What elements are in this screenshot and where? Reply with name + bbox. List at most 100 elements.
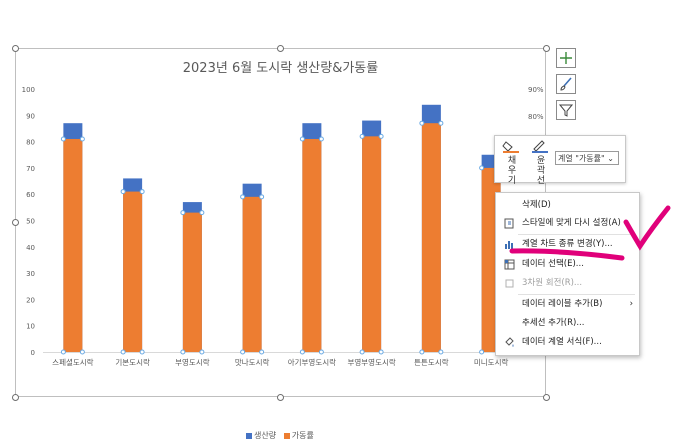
menu-item-delete[interactable]: 삭제(D)	[496, 196, 639, 214]
menu-item-reset-style[interactable]: 스타일에 맞게 다시 설정(A)	[496, 214, 639, 232]
y-tick-label: 60	[26, 191, 35, 199]
x-tick-label: 튼튼도시락	[414, 358, 449, 367]
y-tick-label: 50	[26, 218, 35, 226]
menu-item-add-trendline[interactable]: 추세선 추가(R)...	[496, 314, 639, 332]
selection-handle	[79, 136, 85, 142]
fill-button[interactable]: 채우기	[501, 140, 523, 186]
filter-icon	[559, 104, 573, 117]
y-tick-label: 100	[22, 86, 35, 94]
selection-handle	[299, 349, 305, 355]
legend-swatch-utilization	[283, 432, 290, 439]
selection-handle	[318, 349, 324, 355]
bar-utilization	[123, 191, 143, 352]
legend-swatch-production	[246, 432, 252, 439]
x-tick-label: 맛나도시락	[235, 357, 270, 367]
menu-item-add-data-labels[interactable]: 데이터 레이블 추가(B) ›	[496, 295, 639, 313]
series-select-value: 계열 "가동률"	[558, 154, 605, 163]
selection-handle	[120, 189, 126, 195]
menu-separator	[518, 234, 635, 235]
selection-handle	[419, 120, 425, 126]
format-mini-toolbar: 채우기 윤곽선 계열 "가동률" ⌄	[494, 135, 626, 186]
x-tick-label: 기본도시락	[115, 358, 150, 367]
selection-handle	[180, 210, 186, 216]
resize-handle-tr[interactable]	[543, 45, 550, 52]
pen-icon	[532, 140, 548, 153]
brush-icon	[560, 77, 572, 91]
chevron-right-icon: ›	[629, 299, 633, 309]
selection-handle	[259, 349, 265, 355]
chart-elements-button[interactable]	[556, 48, 576, 68]
menu-item-select-data[interactable]: 데이터 선택(E)...	[496, 255, 639, 273]
y-tick-label: 80	[26, 139, 35, 147]
resize-handle-bm[interactable]	[277, 394, 284, 401]
selection-handle	[479, 165, 485, 171]
selection-handle	[438, 349, 444, 355]
menu-item-3d-rotation[interactable]: 3차원 회전(R)...	[496, 274, 639, 292]
bar-utilization	[362, 136, 382, 352]
menu-item-label: 추세선 추가(R)...	[522, 318, 585, 328]
paint-bucket-icon	[502, 141, 519, 153]
selection-handle	[318, 136, 324, 142]
selection-handle	[240, 349, 246, 355]
chart-area[interactable]: 2023년 6월 도시락 생산량&가동률 0 10 20 30 40 50 60 70 80 90…	[15, 48, 546, 440]
format-series-icon	[504, 337, 515, 347]
plus-icon	[560, 52, 572, 64]
menu-item-label: 3차원 회전(R)...	[522, 278, 583, 288]
selection-handle	[120, 349, 126, 355]
select-data-icon	[504, 259, 515, 270]
x-tick-label: 아기부영도시락	[288, 357, 336, 367]
selection-handle	[60, 136, 66, 142]
chart-type-icon	[504, 239, 515, 249]
selection-handle	[419, 349, 425, 355]
resize-handle-ml[interactable]	[12, 219, 19, 226]
selection-handle	[199, 349, 205, 355]
menu-separator	[518, 294, 635, 295]
chart-styles-button[interactable]	[556, 74, 576, 94]
outline-button[interactable]: 윤곽선	[529, 140, 553, 186]
selection-handle	[259, 194, 265, 200]
menu-item-format-series[interactable]: 데이터 계열 서식(F)...	[496, 333, 639, 351]
resize-handle-br[interactable]	[543, 394, 550, 401]
legend[interactable]: 생산량 가동률	[246, 430, 314, 441]
menu-item-change-chart-type[interactable]: 계열 차트 종류 변경(Y)...	[496, 235, 639, 253]
series-select[interactable]: 계열 "가동률" ⌄	[555, 151, 619, 165]
selection-handle	[479, 349, 485, 355]
chart-filters-button[interactable]	[556, 100, 576, 120]
y-tick-label: 0	[31, 349, 35, 357]
y-tick-label: 90	[26, 112, 35, 120]
selection-handle	[359, 133, 365, 139]
selection-handle	[139, 189, 145, 195]
chevron-down-icon: ⌄	[607, 154, 614, 163]
menu-item-label: 삭제(D)	[522, 200, 551, 210]
y-tick-label: 30	[26, 270, 35, 278]
selection-handle	[378, 349, 384, 355]
bar-utilization	[242, 196, 262, 352]
resize-handle-tl[interactable]	[12, 45, 19, 52]
y-tick-label: 70	[26, 165, 35, 173]
chart-title[interactable]: 2023년 6월 도시락 생산량&가동률	[182, 61, 379, 76]
menu-item-label: 계열 차트 종류 변경(Y)...	[522, 239, 613, 249]
bar-utilization	[302, 138, 322, 352]
x-tick-label: 부영부영도시락	[347, 357, 395, 367]
y2-tick-label: 80%	[528, 113, 544, 121]
resize-handle-tm[interactable]	[277, 45, 284, 52]
selection-handle	[79, 349, 85, 355]
selection-handle	[438, 120, 444, 126]
y-tick-label: 20	[26, 296, 35, 304]
menu-item-label: 데이터 선택(E)...	[522, 259, 584, 269]
rotate-3d-icon	[504, 278, 515, 288]
outline-label: 윤곽선	[536, 156, 546, 186]
y-tick-label: 10	[26, 323, 35, 331]
reset-style-icon	[504, 218, 515, 229]
menu-item-label: 스타일에 맞게 다시 설정(A)	[522, 218, 621, 228]
fill-label: 채우기	[507, 156, 517, 186]
selection-handle	[199, 210, 205, 216]
bar-utilization	[421, 123, 441, 352]
resize-handle-bl[interactable]	[12, 394, 19, 401]
selection-handle	[60, 349, 66, 355]
context-menu: 삭제(D) 스타일에 맞게 다시 설정(A) 계열 차트 종류 변경(Y)...…	[495, 192, 640, 356]
bar-utilization	[63, 138, 83, 352]
selection-handle	[180, 349, 186, 355]
legend-label-utilization: 가동률	[291, 431, 314, 440]
